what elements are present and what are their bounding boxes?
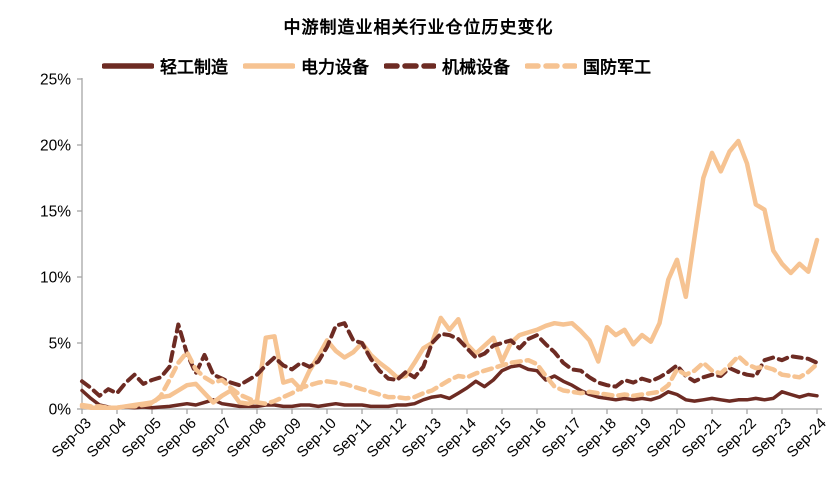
legend-label: 电力设备 bbox=[301, 58, 369, 77]
y-tick-label: 10% bbox=[40, 269, 71, 286]
x-tick-label: Sep-10 bbox=[294, 415, 340, 461]
legend-label: 机械设备 bbox=[442, 58, 510, 77]
chart-title: 中游制造业相关行业仓位历史变化 bbox=[283, 18, 554, 37]
legend-item-defense: 国防军工 bbox=[525, 53, 651, 78]
axes bbox=[81, 78, 822, 410]
chart-legend: 轻工制造 电力设备 机械设备 国防军工 bbox=[102, 53, 651, 78]
legend-label: 国防军工 bbox=[583, 58, 651, 77]
legend-label: 轻工制造 bbox=[160, 58, 228, 77]
y-tick-label: 25% bbox=[40, 71, 71, 88]
y-tick-label: 5% bbox=[49, 335, 72, 352]
y-tick-label: 20% bbox=[40, 137, 71, 154]
y-tick-label: 15% bbox=[40, 203, 71, 220]
x-axis: Sep-03Sep-04Sep-05Sep-06Sep-07Sep-08Sep-… bbox=[49, 409, 830, 461]
legend-swatch-solid-light-icon bbox=[243, 62, 295, 69]
y-axis: 0% 5% 10% 15% 20% 25% bbox=[40, 71, 82, 418]
series-line-1 bbox=[79, 138, 820, 410]
y-tick-label: 0% bbox=[49, 401, 72, 418]
series-line-0 bbox=[80, 363, 819, 410]
series-line-2 bbox=[80, 321, 819, 398]
series-line-3 bbox=[79, 349, 820, 410]
legend-swatch-dashed-light-icon bbox=[525, 62, 577, 69]
legend-item-power-equipment: 电力设备 bbox=[243, 53, 369, 78]
legend-item-light-industry: 轻工制造 bbox=[102, 53, 228, 78]
x-tick-label: Sep-24 bbox=[784, 415, 830, 461]
legend-item-machinery: 机械设备 bbox=[384, 53, 510, 78]
legend-swatch-solid-dark-icon bbox=[102, 62, 154, 69]
legend-swatch-dashed-dark-icon bbox=[384, 62, 436, 69]
